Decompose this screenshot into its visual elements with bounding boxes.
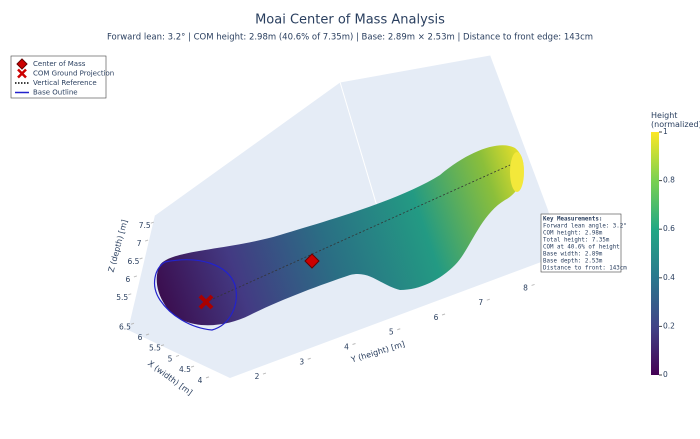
tick-mark xyxy=(531,283,535,286)
tick-mark xyxy=(150,221,154,224)
legend-box xyxy=(10,55,107,99)
com-projection xyxy=(198,294,214,310)
legend-symbol xyxy=(16,58,28,70)
axis-title: Z (depth) [m] xyxy=(107,219,130,274)
colorbar-tick-label: 0.2 xyxy=(663,321,675,330)
colorbar-tick-label: 0.8 xyxy=(663,176,675,185)
tick-mark xyxy=(352,343,356,345)
tick-mark xyxy=(139,257,143,260)
chart-subtitle: Forward lean: 3.2° | COM height: 2.98m (… xyxy=(107,33,593,43)
legend-label: Vertical Reference xyxy=(33,79,97,87)
vertical-reference xyxy=(205,164,511,303)
tick-mark xyxy=(145,333,150,336)
axis-title: Y (height) [m] xyxy=(349,340,406,365)
moai-surface xyxy=(156,145,524,326)
tick-mark xyxy=(175,354,180,357)
tick-mark xyxy=(205,376,210,379)
tick-mark xyxy=(441,313,446,316)
tick-label: 7.5 xyxy=(139,221,151,230)
tick-label: 4.5 xyxy=(179,365,191,374)
colorbar-tick-label: 0 xyxy=(663,370,668,379)
moai-top xyxy=(510,152,524,192)
legend-label: Base Outline xyxy=(33,89,78,97)
tick-mark xyxy=(128,293,132,296)
tick-label: 5.5 xyxy=(116,293,128,302)
colorbar-tick-label: 1 xyxy=(663,127,668,136)
annotation-line: Distance to front: 143cm xyxy=(543,266,627,272)
tick-label: 3 xyxy=(299,357,304,366)
colorbar xyxy=(651,132,659,375)
tick-label: 7 xyxy=(137,239,142,248)
tick-label: 2 xyxy=(255,372,260,381)
tick-mark xyxy=(190,365,195,368)
colorbar-tick-label: 0.6 xyxy=(663,224,675,233)
annotation-line: COM height: 2.98m xyxy=(543,231,603,237)
tick-label: 6 xyxy=(434,313,439,322)
tick-label: 5 xyxy=(168,354,173,363)
tick-label: 5 xyxy=(389,328,394,337)
tick-label: 6 xyxy=(138,333,143,342)
tick-mark xyxy=(130,322,135,325)
legend-symbol xyxy=(17,68,27,79)
tick-mark xyxy=(307,357,311,360)
tick-mark xyxy=(160,344,165,347)
colorbar-title: Height (normalized) xyxy=(651,111,700,129)
tick-label: 6 xyxy=(125,275,130,284)
tick-label: 7 xyxy=(478,298,483,307)
tick-mark xyxy=(133,275,138,278)
annotation-line: Key Measurements: xyxy=(543,217,602,223)
legend-label: Center of Mass xyxy=(33,60,86,68)
chart-title: Moai Center of Mass Analysis xyxy=(255,13,445,28)
scene xyxy=(128,54,560,378)
annotation-line: Base depth: 2.53m xyxy=(543,259,603,265)
tick-label: 6.5 xyxy=(128,257,140,266)
tick-mark xyxy=(486,298,490,301)
tick-label: 5.5 xyxy=(149,344,161,353)
base-outline xyxy=(153,259,237,331)
annotation-line: COM at 40.6% of height xyxy=(543,245,620,251)
colorbar-tick-label: 0.4 xyxy=(663,273,675,282)
tick-mark xyxy=(262,372,267,375)
tick-label: 4 xyxy=(198,376,203,385)
annotation-box xyxy=(540,213,622,273)
tick-mark xyxy=(144,239,149,242)
annotation-line: Forward lean angle: 3.2° xyxy=(543,224,627,230)
annotation-line: Base width: 2.89m xyxy=(543,252,603,258)
tick-label: 8 xyxy=(523,283,528,292)
tick-label: 4 xyxy=(344,343,349,352)
annotation-line: Total height: 7.35m xyxy=(543,238,610,244)
tick-mark xyxy=(397,328,401,331)
center-of-mass xyxy=(304,253,320,269)
tick-label: 6.5 xyxy=(119,322,131,331)
legend-label: COM Ground Projection xyxy=(33,70,114,78)
